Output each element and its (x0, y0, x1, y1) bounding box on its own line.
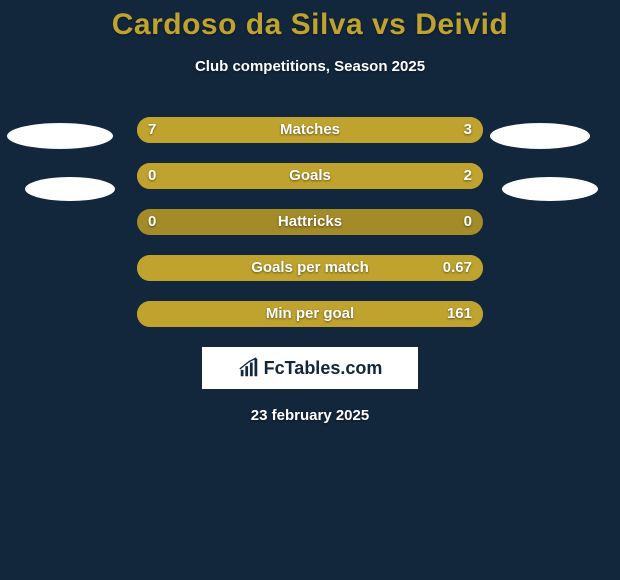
fctables-logo: FcTables.com (202, 347, 418, 389)
value-right: 0.67 (443, 255, 472, 281)
value-left: 0 (148, 163, 156, 189)
stat-row: Hattricks00 (0, 209, 620, 235)
value-right: 3 (464, 117, 472, 143)
date-label: 23 february 2025 (0, 407, 620, 424)
logo-text: FcTables.com (264, 358, 383, 379)
page-title: Cardoso da Silva vs Deivid (0, 0, 620, 42)
comparison-card: Cardoso da Silva vs Deivid Club competit… (0, 0, 620, 580)
bar-track (137, 117, 483, 143)
stat-row: Goals02 (0, 163, 620, 189)
bar-track (137, 209, 483, 235)
bar-right-fill (137, 163, 483, 189)
bar-track (137, 301, 483, 327)
bar-right-fill (137, 255, 483, 281)
stat-row: Min per goal161 (0, 301, 620, 327)
bar-right-fill (137, 301, 483, 327)
bar-left-fill (137, 117, 369, 143)
value-right: 2 (464, 163, 472, 189)
stat-row: Goals per match0.67 (0, 255, 620, 281)
value-left: 7 (148, 117, 156, 143)
bar-track (137, 163, 483, 189)
value-right: 0 (464, 209, 472, 235)
subtitle: Club competitions, Season 2025 (0, 58, 620, 75)
bar-chart-icon (238, 357, 260, 379)
value-left: 0 (148, 209, 156, 235)
stat-row: Matches73 (0, 117, 620, 143)
bar-track (137, 255, 483, 281)
value-right: 161 (447, 301, 472, 327)
